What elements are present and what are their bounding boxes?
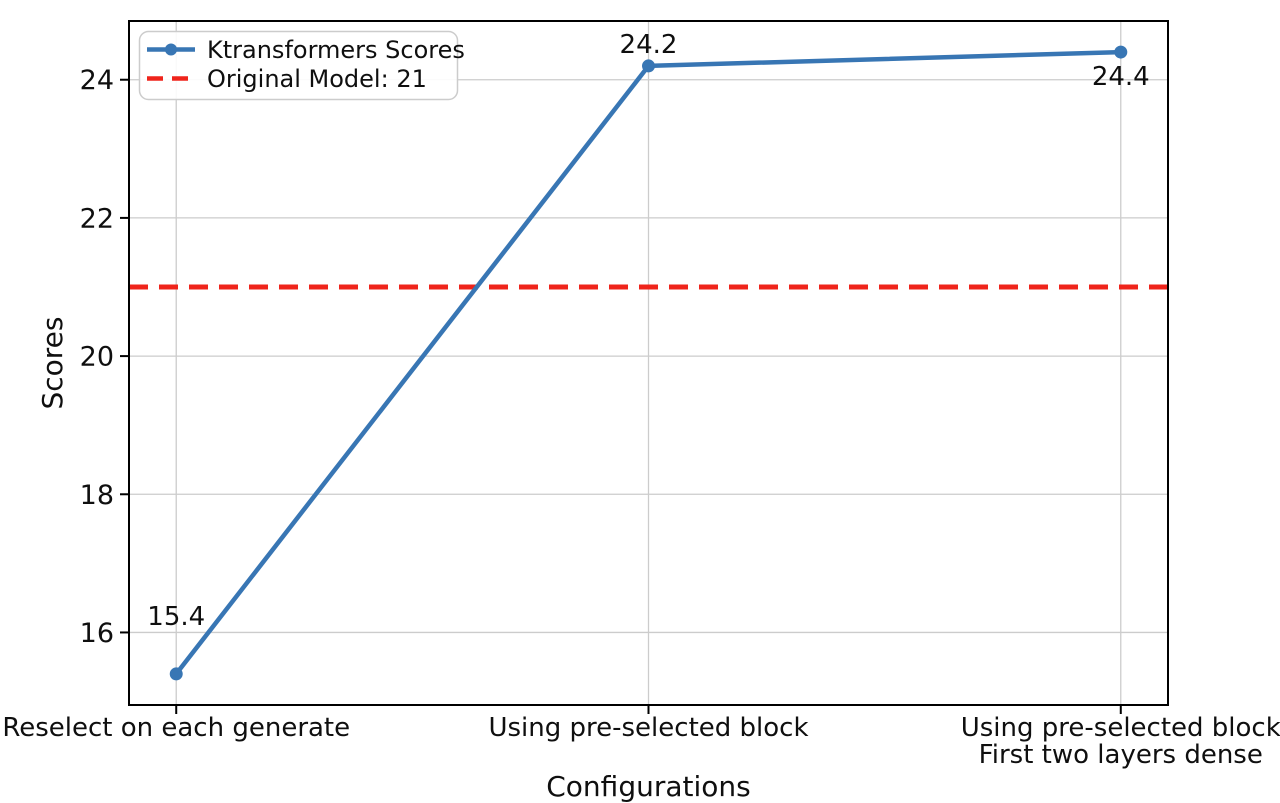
y-tick-label: 22 — [80, 203, 114, 234]
legend-box — [138, 30, 459, 101]
data-point-label: 24.2 — [620, 30, 678, 60]
grid — [129, 21, 1168, 705]
legend-item-reference-label: Original Model: 21 — [207, 65, 427, 93]
y-tick-label: 20 — [80, 342, 114, 373]
x-tick-label: Using pre-selected block — [488, 713, 808, 743]
data-point-marker — [1114, 45, 1128, 59]
data-point-label: 15.4 — [147, 602, 205, 632]
x-tick-label: Reselect on each generate — [2, 713, 350, 743]
data-point-marker — [642, 59, 655, 73]
y-tick-label: 18 — [80, 480, 114, 511]
data-point-marker — [169, 667, 183, 681]
x-tick-label: Using pre-selected block — [961, 713, 1280, 743]
legend-marker-sample — [165, 43, 177, 56]
x-tick-label: First two layers dense — [979, 740, 1263, 770]
y-tick-label: 16 — [80, 618, 114, 649]
y-tick-label: 24 — [80, 65, 114, 96]
legend-item-series-label: Ktransformers Scores — [207, 36, 465, 64]
y-axis-label: Scores — [36, 316, 69, 409]
data-point-label: 24.4 — [1092, 62, 1150, 92]
x-axis-label: Configurations — [546, 770, 750, 803]
